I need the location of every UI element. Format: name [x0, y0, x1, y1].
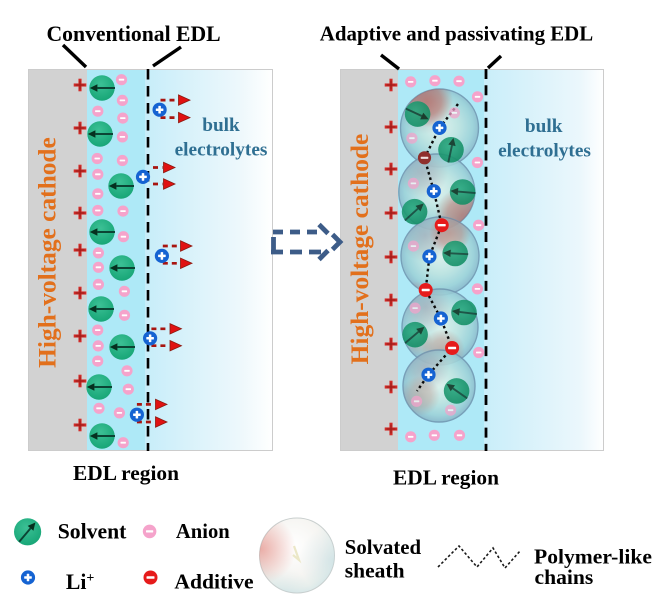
svg-text:EDL region: EDL region: [73, 461, 179, 485]
svg-text:Polymer-like: Polymer-like: [534, 545, 652, 569]
svg-text:Solvent: Solvent: [58, 520, 127, 544]
svg-text:Conventional EDL: Conventional EDL: [47, 22, 221, 46]
svg-text:Solvated: Solvated: [345, 536, 422, 559]
svg-text:sheath: sheath: [345, 559, 405, 583]
svg-text:High-voltage cathode: High-voltage cathode: [34, 137, 62, 368]
svg-text:EDL region: EDL region: [393, 466, 499, 490]
svg-text:chains: chains: [535, 565, 594, 589]
svg-text:Anion: Anion: [176, 521, 230, 543]
svg-text:bulk: bulk: [202, 115, 240, 136]
svg-text:bulk: bulk: [525, 116, 563, 137]
svg-text:Adaptive and passivating EDL: Adaptive and passivating EDL: [320, 21, 593, 45]
svg-text:electrolytes: electrolytes: [498, 141, 591, 162]
svg-text:Additive: Additive: [174, 569, 254, 593]
svg-text:High-voltage cathode: High-voltage cathode: [346, 134, 374, 365]
svg-text:electrolytes: electrolytes: [175, 140, 268, 161]
